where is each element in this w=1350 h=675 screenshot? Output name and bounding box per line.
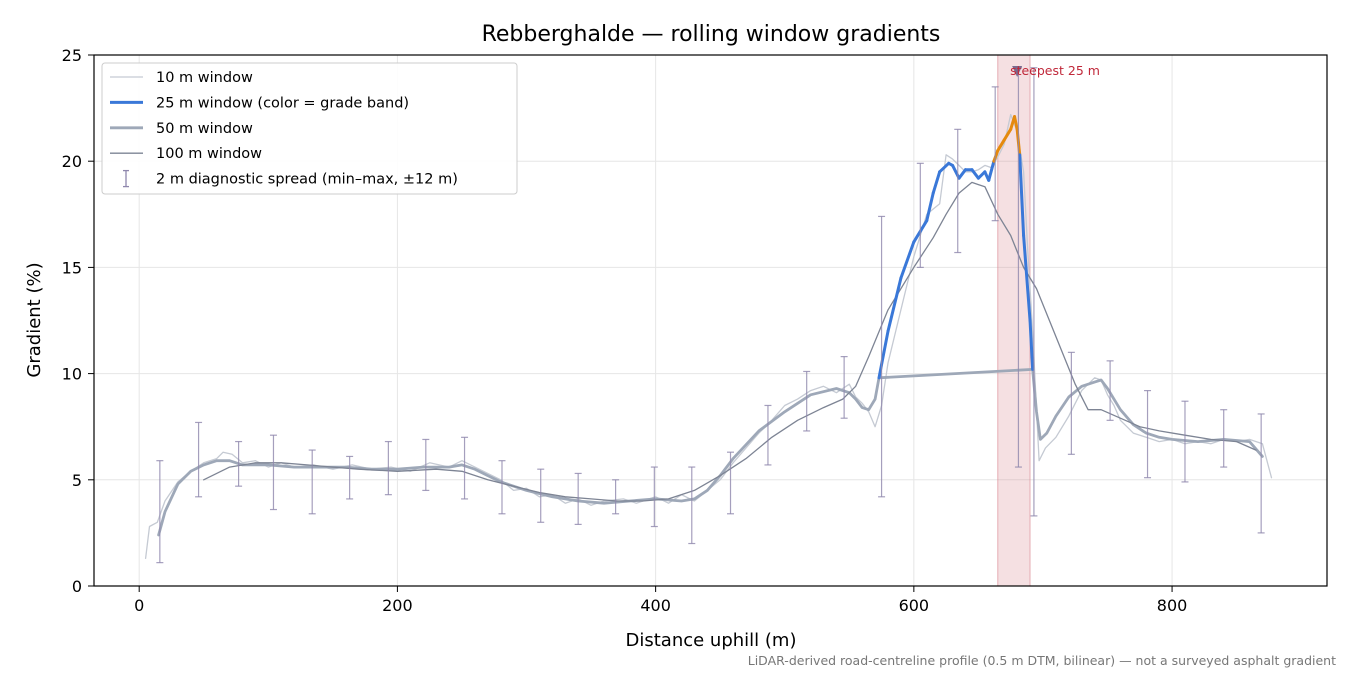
- x-tick-label: 800: [1157, 596, 1188, 615]
- y-tick-label: 15: [62, 258, 82, 277]
- steepest-marker: [1012, 65, 1023, 77]
- x-tick-label: 0: [134, 596, 144, 615]
- error-bars: [156, 65, 1265, 564]
- y-tick-label: 20: [62, 152, 82, 171]
- y-tick-label: 0: [72, 577, 82, 596]
- steepest-band: [997, 54, 1031, 587]
- series-25m-segment: [1002, 127, 1013, 142]
- legend-label: 50 m window: [156, 121, 253, 137]
- legend-label: 100 m window: [156, 146, 262, 162]
- series-25m-segment: [1028, 319, 1035, 371]
- x-tick-label: 200: [382, 596, 413, 615]
- series-25m-segment: [957, 168, 967, 180]
- steepest-annotation: steepest 25 m: [1010, 63, 1100, 78]
- series-25m-segment: [931, 170, 942, 195]
- legend-label: 2 m diagnostic spread (min–max, ±12 m): [156, 172, 458, 188]
- y-tick-label: 10: [62, 365, 82, 384]
- steepest-highlight: [997, 54, 1031, 587]
- chart-title: Rebberghalde — rolling window gradients: [482, 22, 941, 47]
- series-25m-segment: [987, 159, 996, 182]
- x-tick-label: 400: [640, 596, 671, 615]
- series-25m-segment: [899, 240, 916, 280]
- x-axis-label: Distance uphill (m): [626, 630, 797, 651]
- y-tick-label: 25: [62, 46, 82, 65]
- legend: 10 m window 25 m window (color = grade ba…: [101, 62, 518, 195]
- series-25m-segment: [1018, 153, 1026, 238]
- series-25m-segment: [938, 161, 951, 174]
- series-25m-segment: [992, 149, 1000, 163]
- series-25m-segment: [925, 191, 935, 223]
- legend-box: [101, 62, 518, 195]
- series-25m-segment: [1022, 234, 1032, 322]
- series-25m-segment: [970, 168, 980, 180]
- axis-ticks: 0 200 400 600 800 0 5 10 15 20 25: [62, 46, 1188, 615]
- series-100m-line: [203, 181, 1257, 502]
- plot-frame: [93, 54, 1328, 587]
- x-tick-label: 600: [899, 596, 930, 615]
- y-tick-label: 5: [72, 471, 82, 490]
- legend-label: 25 m window (color = grade band): [156, 95, 409, 111]
- footnote: LiDAR-derived road-centreline profile (0…: [748, 653, 1336, 668]
- legend-label: 10 m window: [156, 70, 253, 86]
- series-25m-segment: [996, 138, 1006, 153]
- series-25m-segment: [886, 276, 903, 333]
- y-axis-label: Gradient (%): [24, 262, 45, 377]
- series-25m-segment: [1013, 115, 1019, 131]
- series-50m-line: [157, 368, 1264, 537]
- series-25m-segment: [877, 329, 890, 380]
